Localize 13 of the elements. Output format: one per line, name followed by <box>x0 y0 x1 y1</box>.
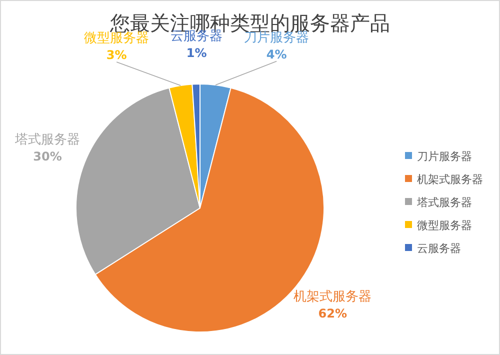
data-label: 62% <box>318 306 348 320</box>
slice-label: 微型服务器 <box>84 31 150 46</box>
legend-label: 云服务器 <box>417 242 461 255</box>
data-label: 30% <box>33 150 62 164</box>
legend-label: 塔式服务器 <box>416 196 472 209</box>
data-label: 3% <box>106 48 127 62</box>
slice-label: 机架式服务器 <box>294 289 372 304</box>
data-label: 4% <box>266 47 287 62</box>
legend-label: 刀片服务器 <box>417 150 472 163</box>
slice-label: 塔式服务器 <box>14 132 80 148</box>
data-label: 1% <box>186 46 207 60</box>
legend-label: 微型服务器 <box>417 219 472 232</box>
legend-label: 机架式服务器 <box>417 173 483 186</box>
